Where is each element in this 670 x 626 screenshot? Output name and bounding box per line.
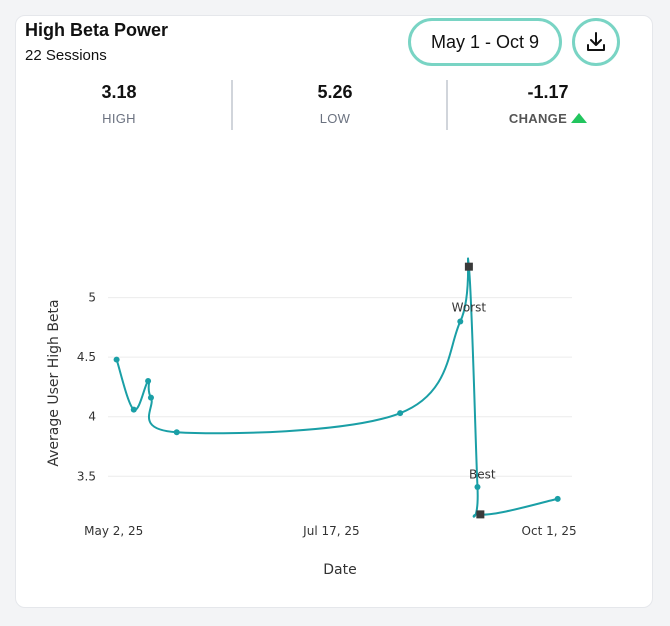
x-tick-label: Oct 1, 25	[522, 524, 577, 538]
stat-change: -1.17 CHANGE	[448, 82, 648, 126]
stat-divider	[231, 80, 233, 130]
annotations: Worst Best	[452, 262, 496, 519]
date-range-button[interactable]: May 1 - Oct 9	[408, 18, 562, 66]
stat-high-value: 3.18	[101, 82, 137, 102]
extreme-marker	[464, 262, 473, 271]
data-point[interactable]	[130, 406, 137, 413]
data-point[interactable]	[457, 318, 464, 325]
best-label: Best	[469, 467, 496, 481]
data-point[interactable]	[554, 495, 561, 502]
y-tick-label: 4	[88, 410, 96, 424]
data-point[interactable]	[397, 410, 404, 417]
stat-low-value: 5.26	[317, 82, 353, 102]
stat-low-label: LOW	[319, 111, 351, 126]
data-point[interactable]	[113, 356, 120, 363]
chart-card	[15, 15, 653, 608]
stat-high-label: HIGH	[102, 111, 136, 126]
stat-low: 5.26 LOW	[235, 82, 435, 126]
data-point[interactable]	[474, 483, 481, 490]
data-points[interactable]	[113, 318, 561, 502]
stat-change-label-row: CHANGE	[448, 111, 648, 126]
chart-title: High Beta Power	[25, 20, 169, 40]
stat-change-label: CHANGE	[508, 111, 568, 126]
x-tick-label: Jul 17, 25	[302, 524, 359, 538]
data-point[interactable]	[173, 429, 180, 436]
y-tick-label: 4.5	[77, 350, 96, 364]
stat-divider	[446, 80, 448, 130]
x-axis-title: Date	[323, 562, 356, 578]
grid-lines	[108, 297, 572, 477]
download-icon	[587, 32, 605, 51]
stat-high: 3.18 HIGH	[19, 82, 219, 126]
triangle-up-icon	[571, 113, 588, 123]
date-range-label: May 1 - Oct 9	[430, 31, 540, 52]
download-button[interactable]	[572, 18, 620, 66]
session-count: 22 Sessions	[25, 47, 107, 64]
y-axis-ticks: 3.5 4 4.5 5	[77, 291, 96, 484]
data-point[interactable]	[147, 394, 154, 401]
data-point[interactable]	[145, 378, 152, 384]
y-axis-title: Average User High Beta	[46, 299, 62, 466]
x-axis-ticks: May 2, 25 Jul 17, 25 Oct 1, 25	[84, 524, 576, 538]
worst-label: Worst	[452, 301, 487, 315]
x-tick-label: May 2, 25	[84, 524, 143, 538]
y-tick-label: 3.5	[77, 469, 96, 483]
y-tick-label: 5	[88, 291, 96, 305]
extreme-marker	[476, 510, 485, 519]
stat-change-value: -1.17	[527, 82, 569, 102]
